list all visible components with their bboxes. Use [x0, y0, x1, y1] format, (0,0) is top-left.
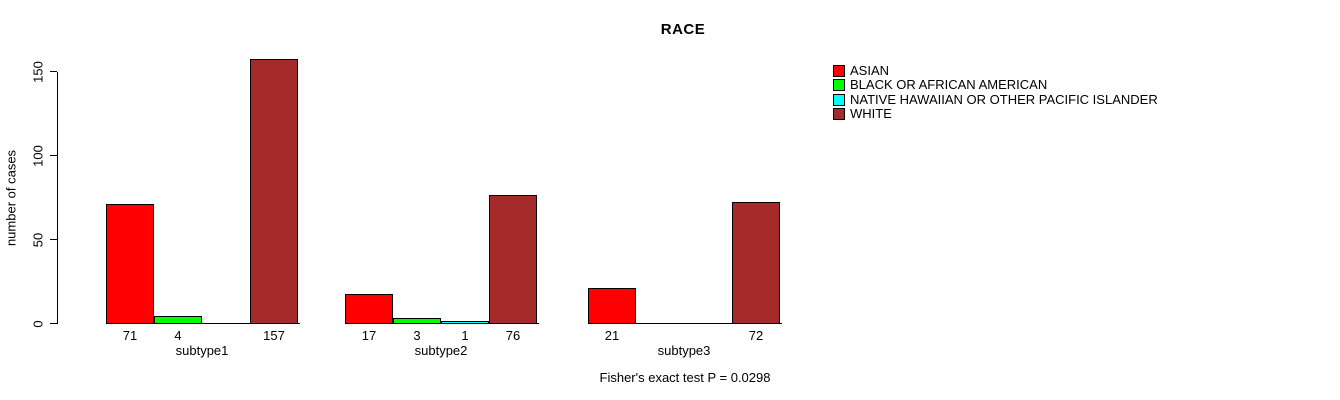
y-tick: [50, 239, 57, 240]
bar-value-label: 4: [174, 328, 182, 343]
bar-black-or-african-american-subtype1: [154, 316, 202, 323]
y-tick-label: 50: [30, 232, 46, 248]
bar-value-labels-subtype1: 71 4 157: [106, 328, 300, 343]
y-tick: [50, 71, 57, 72]
legend-swatch-asian: [833, 65, 845, 77]
bar-value-label: [636, 328, 684, 343]
bar-white-subtype1: [250, 59, 298, 323]
annotation-text: Fisher's exact test P = 0.0298: [599, 370, 771, 385]
legend-label: BLACK OR AFRICAN AMERICAN: [850, 77, 1048, 93]
category-label-subtype2: subtype2: [414, 343, 468, 358]
bar-value-label: 3: [413, 328, 421, 343]
bar-group-subtype3: [588, 59, 782, 324]
bar-group-subtype1: [106, 59, 300, 324]
legend-item-asian: ASIAN: [833, 63, 1158, 78]
bar-white-subtype3: [732, 202, 780, 323]
legend-label: ASIAN: [850, 63, 890, 78]
bar-value-label: 71: [122, 328, 138, 343]
legend-item-white: WHITE: [833, 105, 1158, 121]
legend-swatch-white: [833, 107, 845, 120]
bar-value-label: 72: [748, 328, 764, 343]
bar-asian-subtype3: [588, 288, 636, 323]
bar-value-labels-subtype2: 17 3 1 76: [345, 328, 539, 343]
y-axis-label: number of cases: [3, 149, 19, 247]
bar-asian-subtype1: [106, 204, 154, 323]
bar-group-subtype2: [345, 59, 539, 324]
category-label-subtype1: subtype1: [175, 343, 229, 358]
legend-swatch-black-or-african-american: [833, 79, 845, 92]
bar-asian-subtype2: [345, 294, 393, 323]
bar-value-label: 157: [263, 328, 285, 343]
bar-value-label: 21: [604, 328, 620, 343]
y-tick-label: 0: [30, 320, 46, 328]
chart-title: RACE: [660, 21, 706, 38]
y-tick: [50, 323, 57, 324]
legend-label: WHITE: [850, 105, 892, 121]
bar-native-hawaiian-or-other-pacific-islander-subtype2: [441, 321, 489, 323]
bar-value-label: 17: [361, 328, 377, 343]
legend: ASIAN BLACK OR AFRICAN AMERICAN NATIVE HAW…: [833, 63, 1158, 122]
y-tick-label: 150: [30, 61, 46, 83]
legend-label: NATIVE HAWAIIAN OR OTHER PACIFIC ISLANDE…: [850, 91, 1158, 107]
bar-black-or-african-american-subtype2: [393, 318, 441, 323]
bar-white-subtype2: [489, 195, 537, 323]
y-tick-label: 100: [30, 145, 46, 167]
bar-value-label: [202, 328, 250, 343]
y-axis-line: [57, 72, 58, 324]
y-tick: [50, 155, 57, 156]
legend-item-black-or-african-american: BLACK OR AFRICAN AMERICAN: [833, 77, 1158, 93]
bar-value-label: 1: [461, 328, 469, 343]
bar-value-label: 76: [505, 328, 521, 343]
legend-swatch-native-hawaiian-or-other-pacific-islander: [833, 93, 845, 106]
legend-item-native-hawaiian-or-other-pacific-islander: NATIVE HAWAIIAN OR OTHER PACIFIC ISLANDE…: [833, 91, 1158, 107]
bar-value-label: [684, 328, 732, 343]
bar-value-labels-subtype3: 21 72: [588, 328, 782, 343]
category-label-subtype3: subtype3: [657, 343, 711, 358]
